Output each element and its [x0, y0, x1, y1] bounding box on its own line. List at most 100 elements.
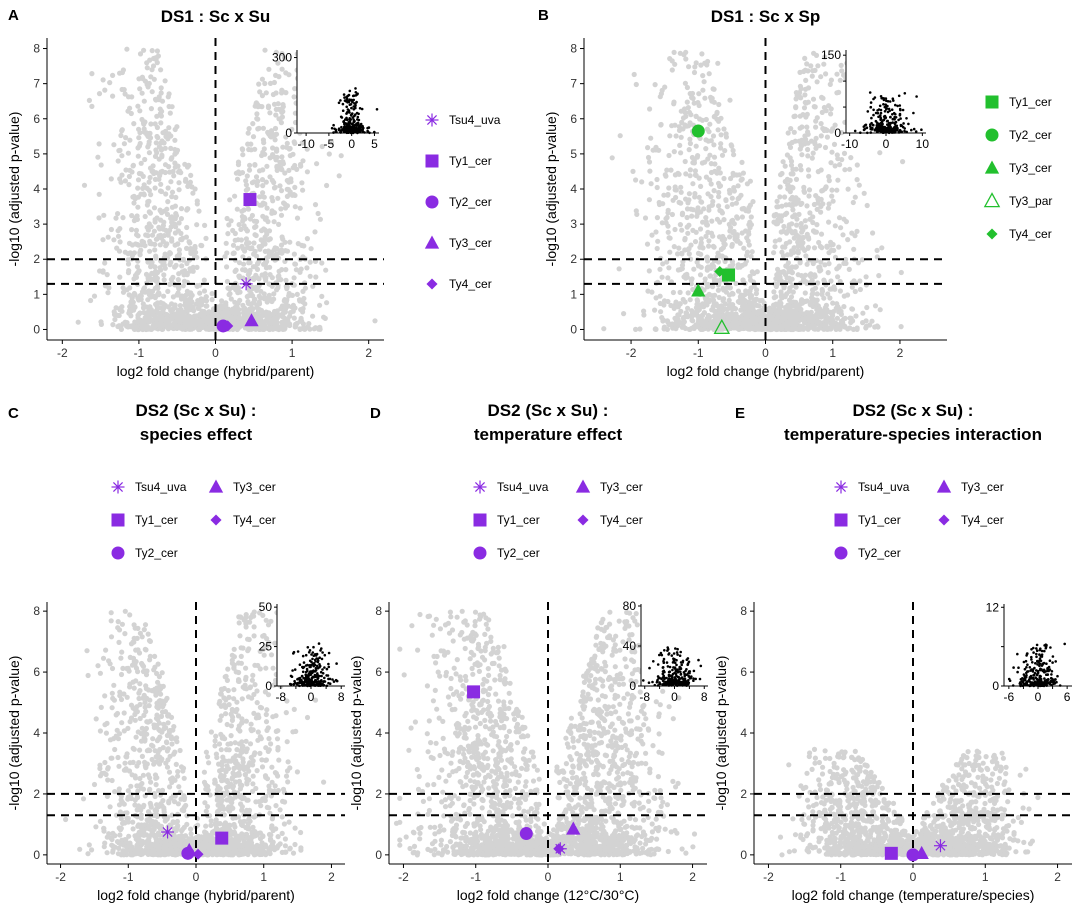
background-point	[828, 160, 834, 166]
background-point	[307, 259, 313, 265]
background-point	[689, 276, 695, 282]
background-point	[798, 167, 804, 173]
background-point	[168, 179, 174, 185]
background-point	[750, 304, 756, 310]
background-point	[298, 266, 304, 272]
background-point	[661, 302, 667, 308]
background-point	[870, 230, 876, 236]
inset-point	[898, 128, 902, 132]
background-point	[837, 162, 843, 168]
background-point	[266, 314, 272, 320]
background-point	[141, 47, 147, 53]
background-point	[259, 104, 265, 110]
background-point	[678, 200, 684, 206]
background-point	[811, 245, 818, 251]
background-point	[234, 176, 241, 182]
background-point	[248, 141, 254, 147]
background-point	[799, 152, 805, 158]
background-point	[158, 120, 164, 126]
inset-point	[347, 109, 351, 112]
background-point	[167, 262, 173, 268]
inset-point	[348, 103, 352, 106]
background-point	[118, 324, 124, 330]
background-point	[819, 109, 825, 115]
background-point	[863, 323, 870, 329]
background-point	[631, 71, 637, 78]
background-point	[831, 284, 837, 290]
background-point	[89, 71, 95, 77]
background-point	[838, 62, 844, 68]
background-point	[702, 276, 708, 282]
background-point	[790, 171, 796, 177]
background-point	[693, 60, 699, 66]
background-point	[302, 301, 308, 307]
background-point	[685, 105, 691, 111]
background-point	[681, 274, 687, 280]
background-point	[194, 198, 200, 204]
background-point	[666, 235, 672, 241]
background-point	[135, 185, 141, 191]
background-point	[700, 73, 706, 79]
background-point	[293, 323, 299, 329]
background-point	[139, 242, 145, 248]
background-point	[787, 144, 794, 150]
background-point	[138, 160, 144, 166]
background-point	[277, 183, 283, 189]
background-point	[771, 295, 777, 301]
panel-title: DS1 : Sc x Sp	[711, 7, 821, 26]
background-point	[102, 87, 108, 93]
background-point	[157, 111, 163, 117]
background-point	[271, 79, 277, 86]
background-point	[177, 303, 183, 309]
background-point	[170, 321, 176, 328]
background-point	[148, 121, 154, 127]
background-point	[742, 310, 748, 316]
background-point	[164, 211, 171, 217]
background-point	[671, 99, 677, 105]
background-point	[805, 326, 811, 332]
background-point	[779, 203, 785, 209]
inset-point	[342, 120, 345, 124]
inset-point	[872, 113, 875, 117]
background-point	[124, 46, 130, 52]
background-point	[297, 161, 304, 168]
background-point	[300, 158, 306, 164]
background-point	[203, 298, 210, 304]
inset-point	[341, 128, 345, 131]
background-point	[135, 233, 141, 239]
background-point	[824, 307, 830, 313]
background-point	[708, 230, 715, 236]
background-point	[133, 241, 139, 247]
background-point	[698, 183, 704, 189]
background-point	[898, 324, 904, 330]
background-point	[817, 243, 824, 249]
inset-point	[874, 111, 878, 115]
background-point	[203, 235, 209, 241]
background-point	[147, 165, 154, 171]
background-point	[667, 133, 673, 139]
background-point	[743, 208, 749, 214]
background-point	[691, 100, 697, 106]
background-point	[143, 271, 150, 277]
background-point	[739, 176, 745, 182]
background-point	[768, 308, 774, 314]
background-point	[144, 65, 150, 71]
background-point	[729, 195, 735, 201]
background-point	[831, 141, 838, 147]
inset-point	[350, 106, 353, 110]
background-point	[637, 326, 643, 332]
background-point	[246, 276, 252, 282]
background-point	[819, 188, 825, 194]
background-point	[134, 216, 140, 222]
inset-y-tick-label: 300	[272, 51, 292, 65]
background-point	[666, 152, 672, 159]
background-point	[271, 210, 278, 216]
legend-key-ty1-cer	[425, 154, 439, 168]
background-point	[790, 249, 796, 255]
background-point	[98, 162, 104, 168]
y-tick-label: 0	[570, 322, 577, 336]
inset-point	[886, 123, 889, 126]
background-point	[252, 296, 258, 302]
background-point	[665, 191, 671, 198]
